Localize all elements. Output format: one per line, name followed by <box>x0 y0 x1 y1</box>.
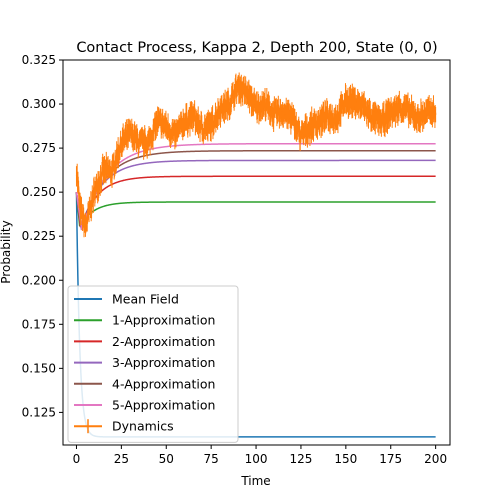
y-tick-label: 0.250 <box>22 185 56 199</box>
y-tick-label: 0.150 <box>22 361 56 375</box>
y-tick-label: 0.275 <box>22 141 56 155</box>
x-tick-label: 50 <box>159 452 174 466</box>
x-tick-label: 75 <box>204 452 219 466</box>
series-line-dynamics <box>75 78 437 231</box>
series-line-4-approximation <box>75 149 436 231</box>
legend-label: 4-Approximation <box>112 376 215 391</box>
legend: Mean Field 1-Approximation 2-Approximation… <box>67 285 239 443</box>
y-axis-label: Probability <box>0 220 13 283</box>
x-axis-label: Time <box>240 474 270 488</box>
legend-label: Dynamics <box>112 419 174 434</box>
x-tick-label: 125 <box>289 452 312 466</box>
legend-label: 1-Approximation <box>112 313 215 328</box>
series-line-5-approximation <box>75 142 436 231</box>
series-line-2-approximation <box>75 175 436 228</box>
y-tick-label: 0.125 <box>22 405 56 419</box>
legend-box <box>67 285 239 443</box>
x-tick-label: 150 <box>334 452 357 466</box>
y-axis: 0.125 0.150 0.175 0.200 0.225 0.250 0.275 0.300… <box>22 53 63 419</box>
legend-label: 5-Approximation <box>112 398 215 413</box>
x-tick-label: 100 <box>245 452 268 466</box>
y-tick-label: 0.200 <box>22 273 56 287</box>
x-axis: 0 25 50 75 100 125 150 175 200 <box>73 445 447 466</box>
series-line-1-approximation <box>75 192 436 227</box>
x-tick-label: 0 <box>73 452 81 466</box>
x-tick-label: 200 <box>424 452 447 466</box>
x-tick-label: 25 <box>114 452 129 466</box>
y-tick-label: 0.175 <box>22 317 56 331</box>
legend-label: 2-Approximation <box>112 334 215 349</box>
y-tick-label: 0.300 <box>22 97 56 111</box>
y-tick-label: 0.225 <box>22 229 56 243</box>
x-tick-label: 175 <box>379 452 402 466</box>
legend-label: Mean Field <box>112 292 179 307</box>
y-tick-label: 0.325 <box>22 53 56 67</box>
series-line-3-approximation <box>75 159 436 229</box>
legend-label: 3-Approximation <box>112 355 215 370</box>
chart-title: Contact Process, Kappa 2, Depth 200, Sta… <box>76 40 437 56</box>
